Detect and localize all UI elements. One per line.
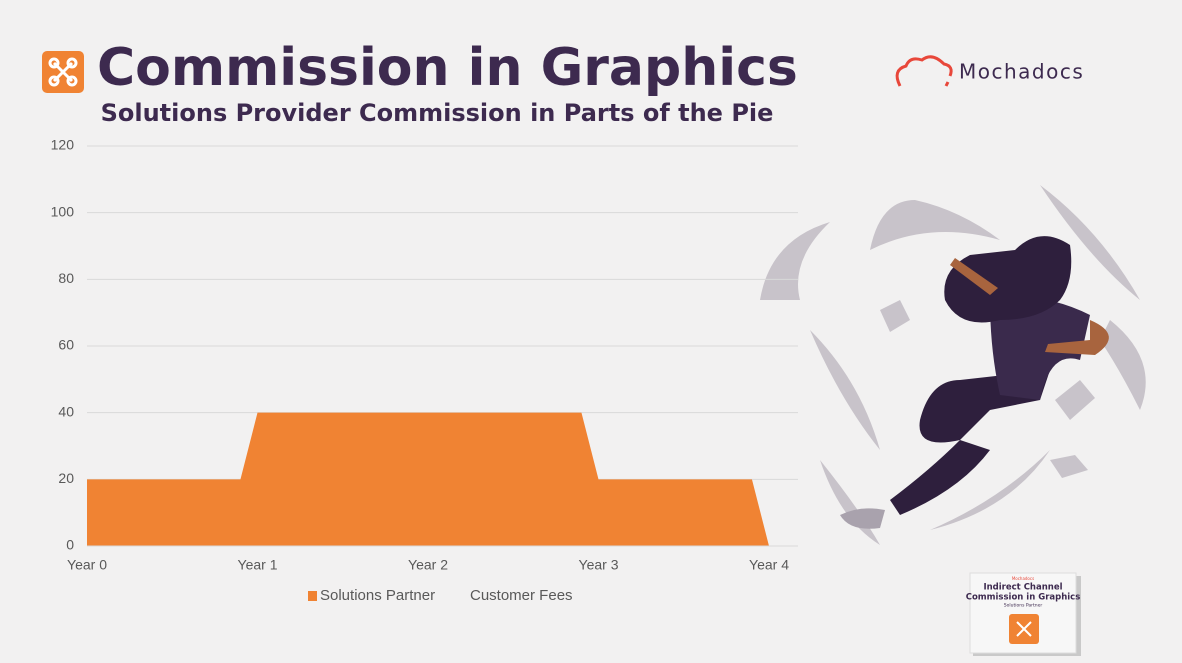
y-tick-label: 20 [58, 470, 74, 486]
legend-label: Customer Fees [470, 587, 573, 604]
brand-name: Mochadocs [959, 60, 1084, 84]
y-tick-label: 120 [51, 137, 75, 153]
book-brand: Mochadocs [1012, 576, 1034, 581]
title-icon-glyph [48, 57, 78, 87]
y-tick-label: 0 [66, 537, 74, 553]
x-tick-label: Year 3 [579, 557, 619, 573]
legend-label: Solutions Partner [320, 587, 435, 604]
book-subtitle: Solutions Partner [1004, 603, 1043, 609]
chart-title: Solutions Provider Commission in Parts o… [101, 99, 774, 127]
x-tick-label: Year 2 [408, 557, 448, 573]
book-title-1: Indirect Channel [983, 583, 1062, 593]
legend-swatch [308, 591, 317, 601]
brand-logo [895, 55, 953, 87]
illustration [760, 185, 1146, 545]
y-tick-label: 40 [58, 403, 74, 419]
x-tick-label: Year 4 [749, 557, 789, 573]
y-tick-label: 60 [58, 337, 74, 353]
legend-swatch [458, 591, 467, 601]
x-tick-label: Year 0 [67, 557, 107, 573]
book-title-2: Commission in Graphics [966, 593, 1081, 603]
page-title: Commission in Graphics [97, 38, 798, 98]
y-tick-label: 100 [51, 203, 75, 219]
x-tick-label: Year 1 [238, 557, 278, 573]
y-tick-label: 80 [58, 270, 74, 286]
area [87, 412, 769, 546]
book: Mochadocs Indirect Channel Commission in… [966, 572, 1081, 656]
